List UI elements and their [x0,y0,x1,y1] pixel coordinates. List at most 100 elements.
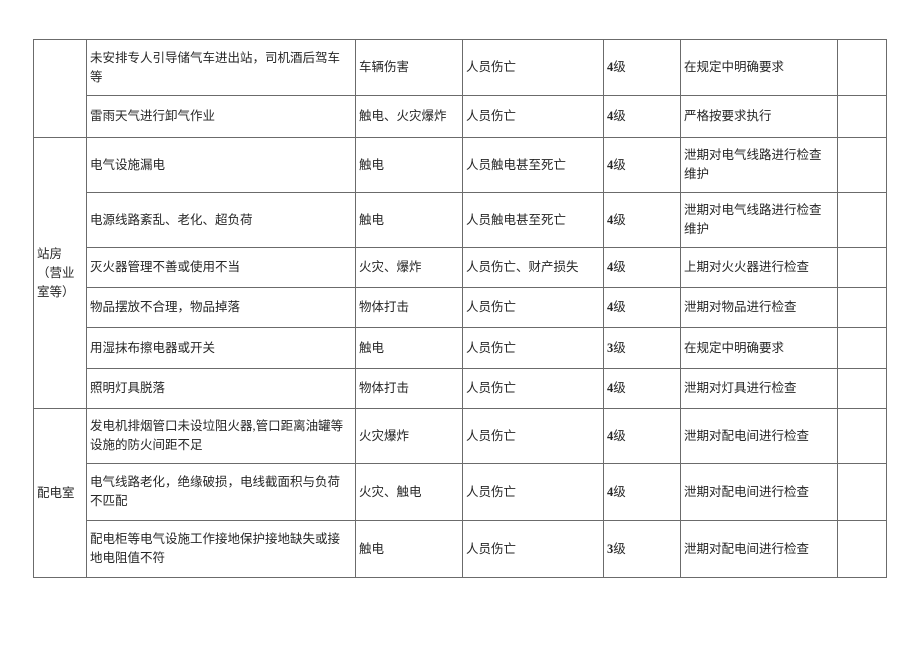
notes-cell [837,327,887,369]
consequence-cell: 人员伤亡 [462,520,604,578]
consequence-cell: 人员伤亡 [462,95,604,138]
table-row: 电气线路老化，绝缘破损，电线截面积与负荷不匹配 火灾、触电 人员伤亡 4级 泄期… [34,463,887,521]
consequence-cell: 人员伤亡 [462,287,604,328]
notes-cell [837,192,887,248]
table-row: 未安排专人引导储气车进出站，司机酒后驾车等 车辆伤害 人员伤亡 4级 在规定中明… [33,39,887,138]
risk-level-suffix: 级 [613,484,626,499]
risk-level-number: 3 [607,340,614,355]
table-row: 物品摆放不合理，物品掉落 物体打击 人员伤亡 4级 泄期对物品进行检查 [34,287,887,328]
hazard-type-cell: 火灾、触电 [355,463,463,521]
consequence-cell: 人员触电甚至死亡 [462,192,604,248]
hazard-type-cell: 触电 [355,137,463,193]
hazard-type-cell: 火灾爆炸 [355,408,463,464]
notes-cell [837,95,887,138]
risk-level-suffix: 级 [613,260,626,274]
hazard-cell: 电气线路老化，绝缘破损，电线截面积与负荷不匹配 [86,463,356,521]
table-row: 站房 （营业 室等） 电气设施漏电 触电 人员触电甚至死亡 4级 泄期对电气线路… [33,137,887,409]
control-measure-cell: 泄期对物品进行检查 [680,287,838,328]
risk-level-cell: 4级 [603,287,681,328]
table-row: 灭火器管理不善或使用不当 火灾、爆炸 人员伤亡、财产损失 4级 上期对火火器进行… [34,247,887,288]
hazard-cell: 灭火器管理不善或使用不当 [86,247,356,288]
hazard-cell: 发电机排烟管口未设垃阻火器,管口距离油罐等 设施的防火间距不足 [86,408,356,464]
consequence-cell: 人员伤亡 [462,368,604,409]
risk-level-number: 3 [607,541,614,556]
risk-level-number: 4 [607,60,614,74]
notes-cell [837,39,887,96]
risk-level-suffix: 级 [613,60,626,74]
hazard-cell: 物品摆放不合理，物品掉落 [86,287,356,328]
consequence-cell: 人员伤亡 [462,39,604,96]
table-row: 雷雨天气进行卸气作业 触电、火灾爆炸 人员伤亡 4级 严格按要求执行 [34,95,887,138]
risk-level-cell: 3级 [603,520,681,578]
risk-level-cell: 4级 [603,247,681,288]
consequence-cell: 人员伤亡 [462,327,604,369]
risk-level-suffix: 级 [613,300,626,314]
risk-level-number: 4 [607,109,614,123]
control-measure-cell: 泄期对配电间进行检查 [680,408,838,464]
hazard-cell: 未安排专人引导储气车进出站，司机酒后驾车等 [86,39,356,96]
risk-level-cell: 4级 [603,192,681,248]
risk-level-cell: 4级 [603,95,681,138]
notes-cell [837,463,887,521]
hazard-type-cell: 车辆伤害 [355,39,463,96]
consequence-cell: 人员伤亡 [462,463,604,521]
risk-level-suffix: 级 [613,340,626,355]
control-measure-cell: 泄期对灯具进行检查 [680,368,838,409]
risk-level-suffix: 级 [613,541,626,556]
consequence-cell: 人员触电甚至死亡 [462,137,604,193]
risk-level-number: 4 [607,428,614,443]
table-row: 配电室 发电机排烟管口未设垃阻火器,管口距离油罐等 设施的防火间距不足 火灾爆炸… [33,408,887,578]
hazard-cell: 用湿抹布擦电器或开关 [86,327,356,369]
consequence-cell: 人员伤亡、财产损失 [462,247,604,288]
risk-level-cell: 3级 [603,327,681,369]
control-measure-cell: 在规定中明确要求 [680,327,838,369]
risk-level-suffix: 级 [613,428,626,443]
group-cell: 配电室 [33,408,87,578]
control-measure-cell: 上期对火火器进行检查 [680,247,838,288]
control-measure-cell: 泄期对电气线路进行检查 维护 [680,137,838,193]
notes-cell [837,408,887,464]
table-row: 照明灯具脱落 物体打击 人员伤亡 4级 泄期对灯具进行检查 [34,368,887,409]
notes-cell [837,368,887,409]
hazard-cell: 照明灯具脱落 [86,368,356,409]
hazard-type-cell: 触电 [355,327,463,369]
risk-level-number: 4 [607,260,614,274]
risk-level-cell: 4级 [603,463,681,521]
table-row: 电源线路紊乱、老化、超负荷 触电 人员触电甚至死亡 4级 泄期对电气线路进行检查… [34,192,887,248]
control-measure-cell: 在规定中明确要求 [680,39,838,96]
hazard-type-cell: 火灾、爆炸 [355,247,463,288]
group-cell [33,39,87,138]
hazard-assessment-table: 未安排专人引导储气车进出站，司机酒后驾车等 车辆伤害 人员伤亡 4级 在规定中明… [33,39,887,578]
risk-level-number: 4 [607,381,614,395]
risk-level-number: 4 [607,300,614,314]
risk-level-cell: 4级 [603,408,681,464]
control-measure-cell: 泄期对配电间进行检查 [680,463,838,521]
hazard-cell: 雷雨天气进行卸气作业 [86,95,356,138]
hazard-cell: 电源线路紊乱、老化、超负荷 [86,192,356,248]
table-row: 配电柜等电气设施工作接地保护接地缺失或接 地电阻值不符 触电 人员伤亡 3级 泄… [34,520,887,578]
hazard-type-cell: 触电、火灾爆炸 [355,95,463,138]
table-row: 用湿抹布擦电器或开关 触电 人员伤亡 3级 在规定中明确要求 [34,327,887,369]
risk-level-suffix: 级 [613,381,626,395]
control-measure-cell: 泄期对配电间进行检查 [680,520,838,578]
risk-level-number: 4 [607,157,614,172]
notes-cell [837,520,887,578]
hazard-type-cell: 触电 [355,192,463,248]
risk-level-suffix: 级 [613,212,626,227]
risk-level-number: 4 [607,484,614,499]
notes-cell [837,137,887,193]
risk-level-number: 4 [607,212,614,227]
consequence-cell: 人员伤亡 [462,408,604,464]
control-measure-cell: 泄期对电气线路进行检查 维护 [680,192,838,248]
control-measure-cell: 严格按要求执行 [680,95,838,138]
notes-cell [837,247,887,288]
risk-level-cell: 4级 [603,39,681,96]
risk-level-suffix: 级 [613,157,626,172]
notes-cell [837,287,887,328]
hazard-type-cell: 物体打击 [355,287,463,328]
hazard-cell: 电气设施漏电 [86,137,356,193]
hazard-cell: 配电柜等电气设施工作接地保护接地缺失或接 地电阻值不符 [86,520,356,578]
group-cell: 站房 （营业 室等） [33,137,87,409]
risk-level-suffix: 级 [613,109,626,123]
